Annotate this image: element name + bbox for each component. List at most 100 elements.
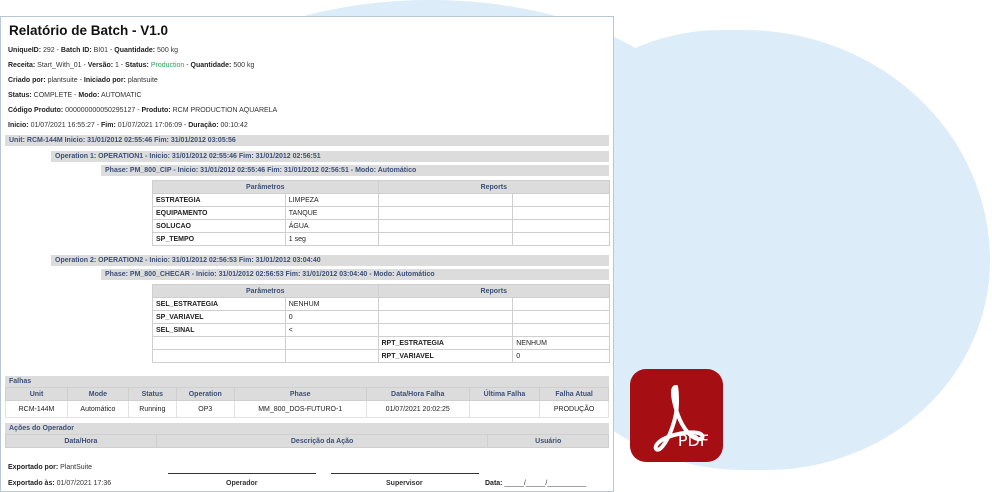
param-row: EQUIPAMENTO TANQUE (152, 206, 610, 220)
info-value: 292 (41, 47, 55, 54)
operador-label: Operador (226, 480, 258, 487)
falhas-column-header: Unit (5, 387, 68, 401)
param-cell (512, 232, 610, 246)
info-value: 500 kg (155, 47, 179, 54)
falhas-cell: Running (127, 400, 177, 418)
param-cell (377, 297, 514, 311)
value: 01/07/2021 17:36 (54, 480, 112, 487)
separator: - (54, 47, 61, 54)
acoes-column-header: Descrição da Ação (155, 434, 489, 448)
param-row: SOLUCAO ÁGUA (152, 219, 610, 233)
info-key: Criado por: (8, 77, 46, 84)
label: Exportado às: (8, 480, 55, 487)
param-cell: RPT_ESTRATEGIA (377, 336, 514, 350)
param-cell (512, 206, 610, 220)
param-cell (377, 323, 514, 337)
param-row: SEL_SINAL < (152, 323, 610, 337)
param-cell: SOLUCAO (152, 219, 286, 233)
parameters-table: Parâmetros Reports ESTRATEGIA LIMPEZA EQUIPA… (152, 180, 611, 246)
param-cell: ÁGUA (284, 219, 379, 233)
separator: - (108, 47, 115, 54)
param-cell: NENHUM (512, 336, 610, 350)
acrobat-logo-icon (653, 384, 705, 452)
info-value: 500 kg (231, 62, 255, 69)
info-line: Receita: Start_With_01 - Versão: 1 - Sta… (8, 62, 254, 69)
batch-report: Relatório de Batch - V1.0 UniqueID: 292 … (0, 16, 614, 492)
falhas-row: RCM-144M Automático Running OP3 MM_800_DOS-F… (5, 400, 609, 418)
info-key: Produto: (141, 107, 171, 114)
param-cell (284, 336, 379, 350)
pdf-label: PDF (677, 431, 709, 450)
param-cell (152, 349, 286, 363)
separator: - (94, 122, 102, 129)
info-line: Inicio: 01/07/2021 16:55:27 - Fim: 01/07… (8, 122, 248, 129)
param-cell: < (284, 323, 379, 337)
value: PlantSuite (58, 464, 93, 471)
phase-bar: Phase: PM_800_CIP - Inicio: 31/01/2012 0… (101, 165, 609, 176)
info-key: Inicio: (8, 122, 29, 129)
falhas-cell: OP3 (175, 400, 235, 418)
falhas-column-header: Mode (66, 387, 129, 401)
separator: - (77, 77, 84, 84)
info-line: Status: COMPLETE - Modo: AUTOMATIC (8, 92, 142, 99)
param-cell (377, 193, 514, 207)
separator: - (81, 62, 88, 69)
info-value: 00:10:42 (218, 122, 248, 129)
separator: - (72, 92, 79, 99)
info-key: Status: (125, 62, 149, 69)
acoes-section: Ações do Operador Data/Hora Descrição da … (5, 423, 609, 448)
exportado-por: Exportado por: PlantSuite (8, 464, 92, 471)
param-cell (377, 219, 514, 233)
param-cell: NENHUM (284, 297, 379, 311)
separator: - (184, 62, 191, 69)
supervisor-label: Supervisor (386, 480, 423, 487)
param-row: SP_VARIAVEL 0 (152, 310, 610, 324)
falhas-column-header: Phase (233, 387, 367, 401)
info-key: Versão: (87, 62, 114, 69)
falhas-column-header: Data/Hora Falha (365, 387, 470, 401)
falhas-section: Falhas Unit Mode Status Operation Phase Data/… (5, 376, 609, 418)
param-cell (377, 206, 514, 220)
info-key: Status: (8, 92, 32, 99)
info-value: plantsuite (125, 77, 158, 84)
separator: - (118, 62, 126, 69)
operation-bar: Operation 2: OPERATION2 - Inicio: 31/01/… (51, 255, 609, 266)
parametros-header: Parâmetros (152, 284, 379, 298)
parametros-header: Parâmetros (152, 180, 379, 194)
info-value: 1 (113, 62, 119, 69)
param-cell (377, 310, 514, 324)
acoes-column-header: Usuário (487, 434, 609, 448)
info-value: 000000000050295127 (63, 107, 136, 114)
param-cell: SEL_ESTRATEGIA (152, 297, 286, 311)
falhas-cell: RCM-144M (5, 400, 68, 418)
falhas-cell: MM_800_DOS-FUTURO-1 (233, 400, 367, 418)
falhas-cell: 01/07/2021 20:02:25 (365, 400, 470, 418)
reports-header: Reports (377, 180, 611, 194)
param-cell (512, 193, 610, 207)
acoes-title: Ações do Operador (5, 423, 609, 434)
param-cell (512, 219, 610, 233)
param-row: ESTRATEGIA LIMPEZA (152, 193, 610, 207)
param-cell (152, 336, 286, 350)
parameters-table: Parâmetros Reports SEL_ESTRATEGIA NENHUM SP_… (152, 284, 610, 363)
info-key: Receita: (8, 62, 36, 69)
info-value: Start_With_01 (35, 62, 82, 69)
data-field: Data: _____/_____/__________ (485, 480, 586, 487)
blank: _____/_____/__________ (502, 480, 587, 487)
falhas-cell (468, 400, 541, 418)
falhas-column-header: Falha Atual (539, 387, 609, 401)
param-cell: SEL_SINAL (152, 323, 286, 337)
info-line: UniqueID: 292 - Batch ID: BI01 - Quantid… (8, 47, 178, 54)
param-cell: 0 (284, 310, 379, 324)
info-key: Fim: (101, 122, 116, 129)
param-cell: TANQUE (284, 206, 379, 220)
info-key: Quantidade: (114, 47, 156, 54)
param-row: SEL_ESTRATEGIA NENHUM (152, 297, 610, 311)
info-key: Código Produto: (8, 107, 64, 114)
param-cell: ESTRATEGIA (152, 193, 286, 207)
supervisor-signature-line (331, 473, 479, 474)
info-value: 01/07/2021 17:06:09 (115, 122, 182, 129)
label: Data: (485, 480, 503, 487)
info-key: Duração: (188, 122, 219, 129)
info-line: Código Produto: 000000000050295127 - Pro… (8, 107, 277, 114)
